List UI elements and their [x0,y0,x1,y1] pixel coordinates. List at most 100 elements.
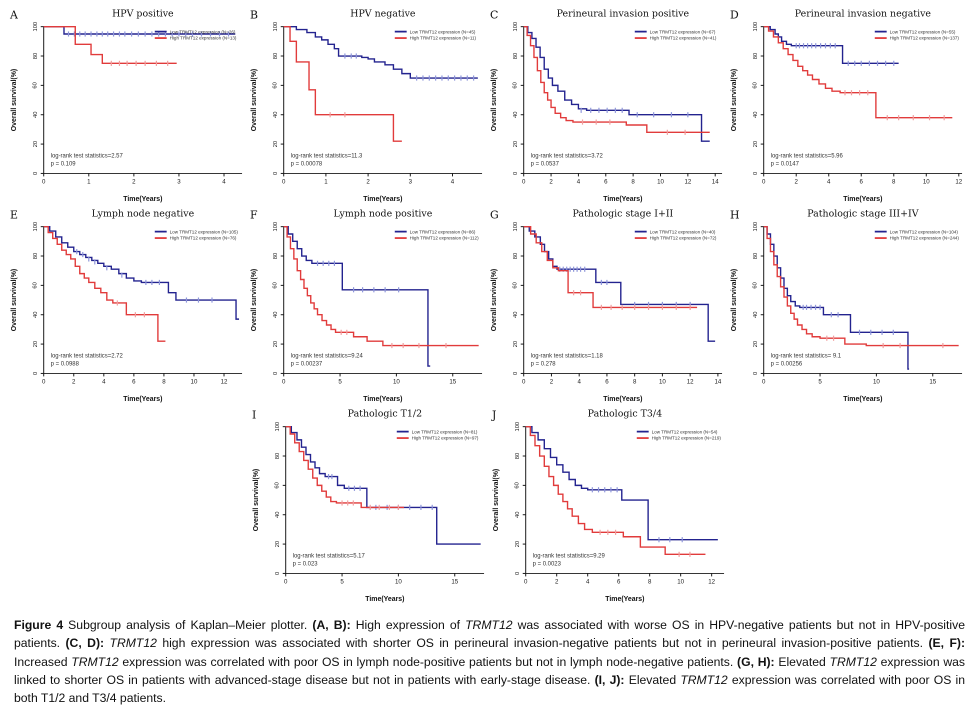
svg-text:0: 0 [514,572,520,575]
caption-run: high expression was associated with shor… [156,636,929,651]
tick-labels: 0 20 40 60 80 100 0 2 4 6 8 10 12 14 [513,222,722,385]
km-panel-H: H Pathologic stage III+IV 0 20 40 60 80 100 0 5 10… [728,206,968,406]
stats-text: log-rank test statistics=5.17 p = 0.023 [292,554,364,568]
legend-label: Low TRMT12 expression (N=86) [410,229,476,234]
svg-text:15: 15 [929,378,936,385]
svg-text:4: 4 [827,178,831,185]
svg-text:80: 80 [753,53,759,59]
svg-text:12: 12 [221,378,228,385]
svg-text:40: 40 [514,512,520,518]
survival-curve-high [285,425,404,509]
svg-text:2: 2 [132,178,136,185]
panel-title: HPV negative [350,9,416,20]
survival-curve-low [523,225,716,342]
svg-text:10: 10 [873,378,880,385]
figure-caption: Figure 4 Subgroup analysis of Kaplan–Mei… [14,616,965,707]
svg-text:80: 80 [753,253,759,259]
caption-run: TRMT12 [465,618,513,632]
caption-run: expression was correlated with poor OS i… [14,672,969,706]
svg-text:12: 12 [955,178,962,185]
svg-text:6: 6 [604,178,608,185]
legend-label: Low TRMT12 expression (N=104) [890,229,959,234]
x-axis-label: Time(Years) [363,196,402,203]
survival-curve-low [285,425,481,545]
legend-label: High TRMT12 expression (N=244) [890,236,960,241]
x-axis-label: Time(Years) [123,196,162,203]
km-plot-F: F Lymph node positive 0 20 40 60 80 100 0 5 10 15 Ov… [250,209,483,403]
svg-text:6: 6 [605,378,609,385]
svg-text:0: 0 [762,178,766,185]
x-axis-label: Time(Years) [123,396,162,403]
y-axis-label: Overall survival(%) [252,469,259,531]
legend: Low TRMT12 expression (N=86) High TRMT12 … [394,229,479,241]
svg-text:0: 0 [753,172,759,175]
logrank-statistic: log-rank test statistics=5.17 [292,554,364,560]
svg-text:3: 3 [409,178,413,185]
censor-marks-high [340,329,447,349]
svg-text:100: 100 [514,422,520,432]
stats-text: log-rank test statistics=3.72 p = 0.0537 [531,154,603,168]
panel-letter: G [490,209,499,222]
stats-text: log-rank test statistics=2.57 p = 0.109 [51,154,123,168]
svg-text:4: 4 [222,178,226,185]
svg-text:8: 8 [633,378,637,385]
axes [282,426,484,577]
tick-labels: 0 20 40 60 80 100 0 5 10 15 [273,222,457,385]
svg-text:20: 20 [514,541,520,547]
legend-label: Low TRMT12 expression (N=26) [170,29,236,34]
censor-marks-high [329,112,346,118]
y-axis-label: Overall survival(%) [11,269,18,331]
logrank-statistic: log-rank test statistics=2.72 [51,354,123,360]
panel-title: Perineural invasion negative [795,9,932,20]
svg-text:100: 100 [273,22,279,32]
svg-text:2: 2 [366,178,370,185]
survival-curve-high [523,225,698,309]
caption-run: Increased [14,636,969,669]
survival-curve-high [523,25,710,134]
survival-curve-high [763,225,959,347]
svg-text:2: 2 [554,578,558,585]
km-panel-A: A HPV positive 0 20 40 60 80 100 0 1 2 3 4 Overall su… [8,6,248,206]
logrank-statistic: log-rank test statistics=9.29 [532,554,605,560]
svg-text:10: 10 [923,178,930,185]
p-value: p = 0.0147 [771,162,799,168]
legend-label: High TRMT12 expression (N=76) [170,236,237,241]
svg-text:0: 0 [282,178,286,185]
survival-curve-low [525,425,718,541]
censor-marks-high [110,60,169,66]
svg-text:5: 5 [338,378,342,385]
svg-text:80: 80 [273,253,279,259]
axes [280,226,483,377]
x-axis-label: Time(Years) [365,596,404,603]
p-value: p = 0.023 [292,562,318,568]
stats-text: log-rank test statistics= 9.1 p = 0.00256 [771,354,842,368]
svg-text:0: 0 [753,372,759,375]
svg-text:100: 100 [753,222,759,232]
tick-labels: 0 20 40 60 80 100 0 1 2 3 4 [273,22,455,185]
svg-text:80: 80 [513,253,519,259]
x-axis-label: Time(Years) [605,596,644,603]
survival-curve-low [283,225,431,367]
caption-run: TRMT12 [71,654,119,669]
p-value: p = 0.109 [51,162,77,168]
svg-text:2: 2 [549,178,553,185]
svg-text:4: 4 [585,578,589,585]
logrank-statistic: log-rank test statistics= 9.1 [771,354,842,360]
caption-run: was associated with worse OS in HPV-nega… [14,618,969,651]
logrank-statistic: log-rank test statistics=5.96 [771,154,844,160]
svg-text:20: 20 [513,141,519,147]
p-value: p = 0.00256 [771,362,803,368]
svg-text:0: 0 [273,172,279,175]
svg-text:80: 80 [33,253,39,259]
svg-text:6: 6 [860,178,864,185]
legend: Low TRMT12 expression (N=55) High TRMT12 … [874,29,959,41]
svg-text:0: 0 [282,378,286,385]
svg-text:2: 2 [795,178,799,185]
svg-text:20: 20 [33,341,39,347]
panel-letter: E [10,209,18,222]
svg-text:0: 0 [513,172,519,175]
y-axis-label: Overall survival(%) [731,269,738,331]
y-axis-label: Overall survival(%) [491,69,498,131]
svg-text:0: 0 [274,572,280,575]
caption-run: (I, J): [594,672,625,687]
